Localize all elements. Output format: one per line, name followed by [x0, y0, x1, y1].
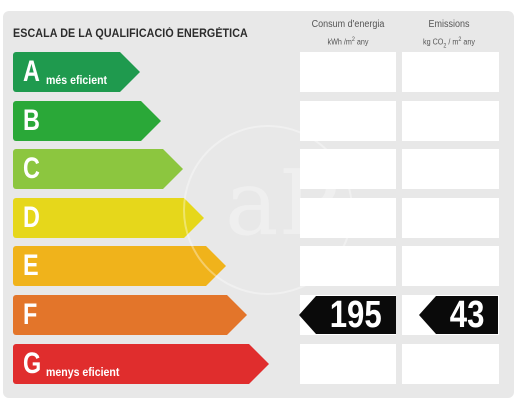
- rating-bar-g: G menys eficient: [13, 344, 269, 384]
- emissions-cell-d: [402, 198, 499, 238]
- consum-cell-b: [300, 101, 396, 141]
- emissions-unit: kg CO2 / m2 any: [422, 37, 476, 50]
- rating-row-a: A més eficient: [13, 52, 499, 92]
- rating-letter: C: [23, 152, 40, 185]
- emissions-cell-a: [402, 52, 499, 92]
- rating-row-c: C: [13, 149, 499, 189]
- consum-value: 195: [330, 294, 382, 336]
- emissions-value-badge: 43: [419, 294, 498, 336]
- rating-letter: G: [23, 347, 42, 380]
- consum-unit: kWh /m2 any: [327, 37, 369, 47]
- emissions-cell-b: [402, 101, 499, 141]
- emissions-cell-g: [402, 344, 499, 384]
- consum-label: Consum d'energia: [311, 19, 385, 30]
- rating-sublabel: més eficient: [46, 73, 108, 87]
- rating-letter: A: [23, 55, 40, 88]
- consum-cell-c: [300, 149, 396, 189]
- emissions-value: 43: [449, 294, 485, 336]
- consum-column-header: Consum d'energia kWh /m2 any: [305, 19, 391, 49]
- page-title: ESCALA DE LA QUALIFICACIÓ ENERGÈTICA: [13, 28, 248, 40]
- emissions-cell-e: [402, 246, 499, 286]
- rating-letter: E: [23, 249, 39, 282]
- rating-sublabel: menys eficient: [46, 365, 120, 379]
- emissions-cell-c: [402, 149, 499, 189]
- rating-bar-e: E: [13, 246, 226, 286]
- consum-cell-d: [300, 198, 396, 238]
- rating-row-e: E: [13, 246, 499, 286]
- consum-cell-e: [300, 246, 396, 286]
- consum-value-badge: 195: [299, 294, 396, 336]
- rating-bar-d: D: [13, 198, 204, 238]
- rating-bar-c: C: [13, 149, 183, 189]
- rating-bar-a: A més eficient: [13, 52, 140, 92]
- rating-row-d: D: [13, 198, 499, 238]
- consum-cell-g: [300, 344, 396, 384]
- emissions-column-header: Emissions kg CO2 / m2 any: [405, 19, 493, 52]
- rating-row-g: G menys eficient: [13, 344, 499, 384]
- rating-row-b: B: [13, 101, 499, 141]
- rating-bar-b: B: [13, 101, 161, 141]
- rating-letter: B: [23, 104, 40, 137]
- rating-bar-f: F: [13, 295, 247, 335]
- consum-cell-a: [300, 52, 396, 92]
- rating-letter: D: [23, 201, 40, 234]
- emissions-label: Emissions: [428, 19, 470, 30]
- rating-letter: F: [23, 298, 38, 331]
